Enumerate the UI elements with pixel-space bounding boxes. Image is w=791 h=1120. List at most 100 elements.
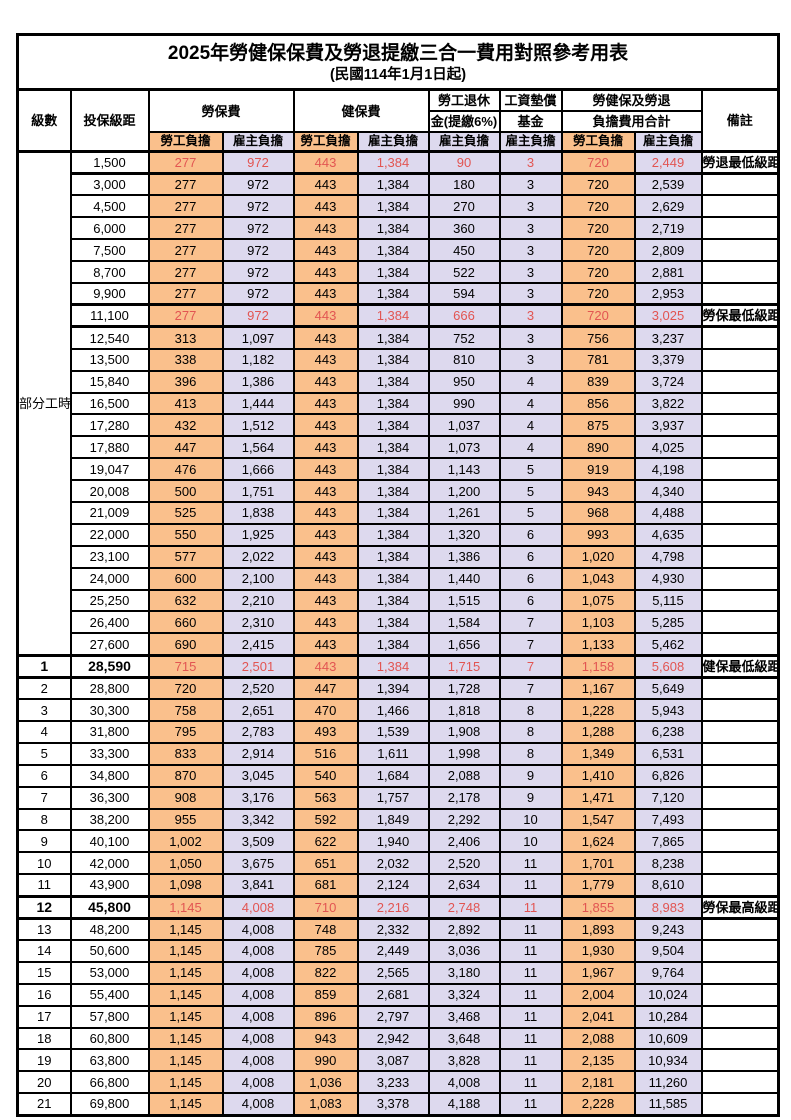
cell-fund-employer: 11 [498,917,563,941]
cell-remark [700,457,780,482]
cell-total-employee: 1,075 [560,588,636,613]
cell-labor-employee: 758 [147,698,224,722]
table-row: 19,047 476 1,666 443 1,384 1,143 5 919 4,198 [18,457,780,482]
cell-total-employee: 2,004 [560,982,636,1007]
cell-bracket: 38,200 [69,807,150,832]
table-row: 13 48,200 1,145 4,008 748 2,332 2,892 11 1,893 9,… [16,917,780,941]
cell-pension-employer: 1,818 [427,698,501,722]
cell-remark [700,851,780,876]
cell-health-employee: 443 [292,610,359,635]
cell-fund-employer: 3 [498,281,563,306]
cell-labor-employee: 833 [147,741,224,766]
cell-total-employer: 6,531 [633,741,703,766]
cell-bracket: 1,500 [69,150,150,175]
cell-labor-employee: 447 [147,435,224,460]
table-row: 17,280 432 1,512 443 1,384 1,037 4 875 3,937 [18,413,780,438]
cell-bracket: 17,880 [69,435,150,460]
cell-total-employee: 720 [560,303,636,329]
cell-labor-employee: 1,145 [147,917,224,941]
cell-health-employee: 896 [292,1004,359,1029]
cell-total-employer: 11,260 [633,1070,703,1095]
cell-fund-employer: 11 [498,851,563,876]
cell-health-employee: 443 [292,281,359,306]
table-row: 16 55,400 1,145 4,008 859 2,681 3,324 11 2,004 10… [16,982,780,1007]
cell-fund-employer: 11 [498,873,563,898]
cell-bracket: 55,400 [69,982,150,1007]
cell-remark [700,676,780,701]
cell-total-employee: 1,349 [560,741,636,766]
table-row: 6 34,800 870 3,045 540 1,684 2,088 9 1,410 6,826 [16,763,780,788]
table-row: 22,000 550 1,925 443 1,384 1,320 6 993 4,635 [18,522,780,547]
cell-pension-employer: 1,715 [427,653,501,679]
cell-fund-employer: 3 [498,238,563,263]
cell-total-employer: 5,462 [633,632,703,657]
cell-fund-employer: 3 [498,347,563,372]
cell-total-employer: 5,943 [633,698,703,722]
cell-total-employer: 4,025 [633,435,703,460]
cell-total-employer: 7,120 [633,785,703,810]
subheader-fund-employer: 雇主負擔 [498,131,563,153]
col-header-labor-fee: 勞保費 [147,88,295,133]
header-row-2: 金(提繳6%) 基金 負擔費用合計 [18,110,779,133]
cell-health-employee: 651 [292,851,359,876]
cell-health-employee: 443 [292,172,359,197]
table-row: 17,880 447 1,564 443 1,384 1,073 4 890 4,025 [18,435,780,460]
cell-pension-employer: 90 [427,150,501,175]
cell-bracket: 23,100 [69,544,150,569]
cell-health-employer: 1,384 [356,260,430,284]
cell-pension-employer: 2,088 [427,763,501,788]
cell-pension-employer: 1,386 [427,544,501,569]
cell-total-employer: 5,115 [633,588,703,613]
cell-labor-employer: 972 [221,216,295,241]
cell-pension-employer: 4,008 [427,1070,501,1095]
table-row: 25,250 632 2,210 443 1,384 1,515 6 1,075 5,115 [18,588,780,613]
cell-remark [700,500,780,525]
table-row: 12,540 313 1,097 443 1,384 752 3 756 3,237 [18,325,780,350]
cell-level: 12 [16,894,72,920]
cell-labor-employer: 2,022 [221,544,295,569]
cell-bracket: 31,800 [69,719,150,744]
cell-remark [700,719,780,744]
cell-labor-employer: 4,008 [221,917,295,941]
cell-remark: 勞保最低級距 [700,303,780,329]
cell-health-employee: 443 [292,457,359,482]
cell-pension-employer: 1,440 [427,566,501,591]
cell-bracket: 60,800 [69,1026,150,1051]
cell-total-employee: 1,855 [560,894,636,920]
cell-total-employer: 3,937 [633,413,703,438]
table-row: 18 60,800 1,145 4,008 943 2,942 3,648 11 2,088 10… [16,1026,780,1051]
cell-pension-employer: 1,261 [427,500,501,525]
premium-table: 2025年勞健保保費及勞退提繳三合一費用對照參考用表 (民國114年1月1日起)… [15,33,781,1117]
cell-labor-employee: 660 [147,610,224,635]
cell-health-employee: 1,083 [292,1092,359,1117]
table-row: 3 30,300 758 2,651 470 1,466 1,818 8 1,228 5,943 [16,698,780,722]
cell-labor-employer: 2,210 [221,588,295,613]
cell-level: 15 [16,960,72,985]
cell-health-employee: 859 [292,982,359,1007]
cell-total-employer: 11,585 [633,1092,703,1117]
cell-bracket: 11,100 [69,303,150,329]
cell-total-employer: 4,798 [633,544,703,569]
cell-total-employee: 993 [560,522,636,547]
subheader-health-employee: 勞工負擔 [292,131,359,153]
cell-total-employee: 720 [560,238,636,263]
cell-fund-employer: 11 [498,1092,563,1117]
cell-total-employer: 6,826 [633,763,703,788]
cell-bracket: 45,800 [69,894,150,920]
cell-labor-employer: 4,008 [221,960,295,985]
cell-labor-employee: 413 [147,391,224,416]
cell-total-employer: 3,025 [633,303,703,329]
cell-pension-employer: 2,634 [427,873,501,898]
table-row: 5 33,300 833 2,914 516 1,611 1,998 8 1,349 6,531 [16,741,780,766]
subheader-labor-employee: 勞工負擔 [147,131,224,153]
table-row: 15 53,000 1,145 4,008 822 2,565 3,180 11 1,967 9,… [16,960,780,985]
cell-level: 2 [16,676,72,701]
cell-total-employer: 4,198 [633,457,703,482]
title-block: 2025年勞健保保費及勞退提繳三合一費用對照參考用表 (民國114年1月1日起) [15,33,781,91]
cell-health-employer: 1,384 [356,653,430,679]
cell-labor-employee: 1,145 [147,1070,224,1095]
cell-health-employee: 443 [292,303,359,329]
cell-pension-employer: 1,515 [427,588,501,613]
table-row: 21 69,800 1,145 4,008 1,083 3,378 4,188 11 2,228… [16,1092,780,1117]
cell-pension-employer: 1,037 [427,413,501,438]
